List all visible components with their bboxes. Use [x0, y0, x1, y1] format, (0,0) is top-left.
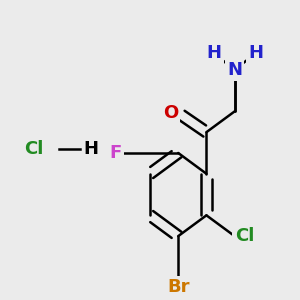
Text: F: F: [110, 144, 122, 162]
Text: N: N: [227, 61, 242, 79]
Text: H: H: [206, 44, 221, 62]
Text: Cl: Cl: [24, 140, 43, 158]
Text: O: O: [163, 104, 178, 122]
Text: Cl: Cl: [235, 227, 254, 245]
Text: H: H: [248, 44, 263, 62]
Text: H: H: [83, 140, 98, 158]
Text: Br: Br: [167, 278, 190, 296]
